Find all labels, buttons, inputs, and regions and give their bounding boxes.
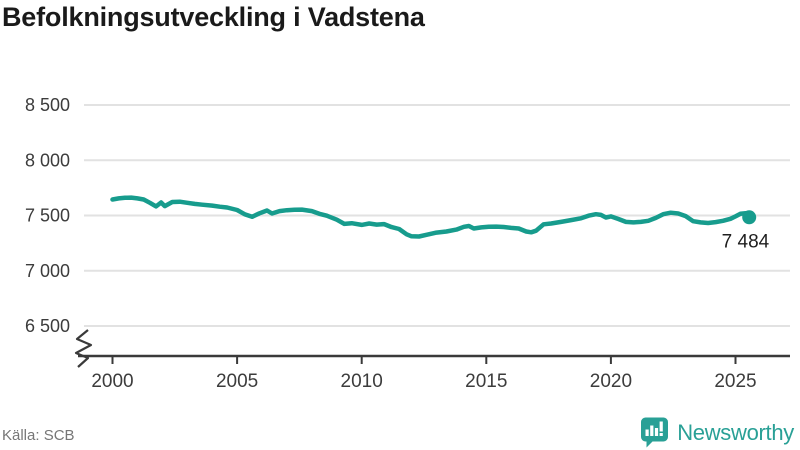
x-tick-label-2010: 2010 — [341, 371, 383, 392]
exclamation-bar — [659, 421, 663, 432]
newsworthy-bubble-chart-icon — [641, 417, 669, 448]
speech-bubble-shape — [641, 417, 669, 448]
x-tick-label-2015: 2015 — [465, 371, 507, 392]
end-value-label: 7 484 — [722, 231, 770, 252]
x-tick-label-2020: 2020 — [590, 371, 632, 392]
population-line — [110, 195, 752, 239]
chart-title: Befolkningsutveckling i Vadstena — [2, 2, 425, 32]
bar-small — [645, 429, 649, 436]
y-tick-label-8000: 8 000 — [25, 150, 70, 170]
x-tick-label-2025: 2025 — [714, 371, 756, 392]
y-tick-label-7500: 7 500 — [25, 206, 70, 226]
x-tick-label-2005: 2005 — [216, 371, 258, 392]
end-point-dot — [742, 210, 757, 225]
newsworthy-logo[interactable]: Newsworthy — [640, 417, 794, 448]
y-tick-label-7000: 7 000 — [25, 261, 70, 281]
y-tick-label-6500: 6 500 — [25, 316, 70, 336]
axis-break-icon — [74, 329, 93, 368]
bar-tall — [650, 425, 654, 436]
newsworthy-wordmark: Newsworthy — [677, 419, 794, 445]
exclamation-dot — [659, 433, 663, 436]
x-tick-label-2000: 2000 — [91, 371, 133, 392]
source-note: Källa: SCB — [2, 427, 75, 444]
y-tick-label-8500: 8 500 — [25, 95, 70, 115]
bar-medium — [655, 428, 659, 436]
